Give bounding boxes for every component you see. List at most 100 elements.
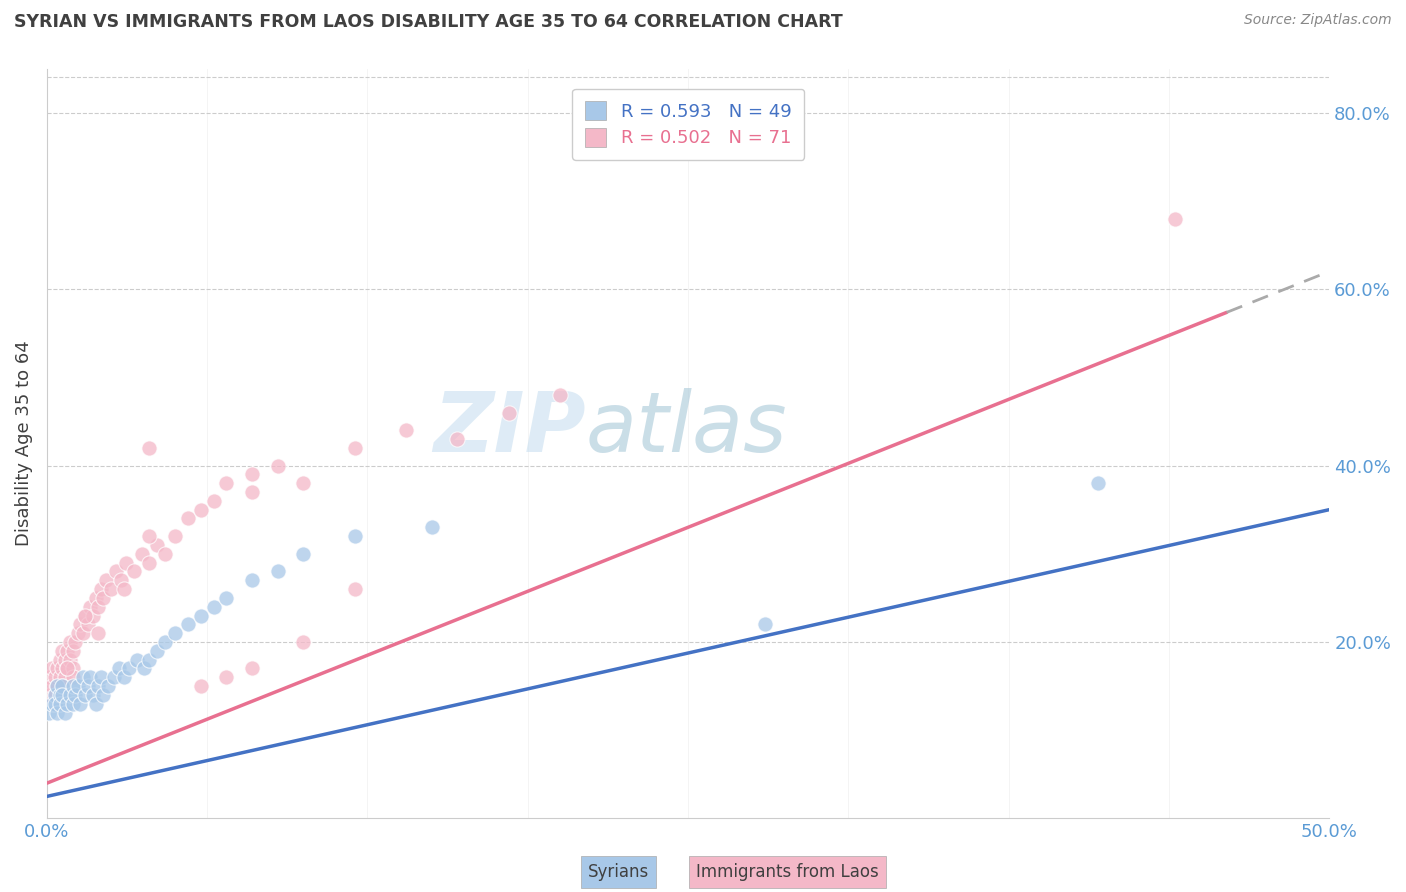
Point (146, 644, 169, 658)
Point (44, 670, 66, 684)
Point (38, 670, 60, 684)
Point (138, 529, 160, 543)
Point (548, 388, 571, 402)
Point (48, 670, 70, 684)
Point (69, 697, 91, 711)
Point (75, 608, 97, 623)
Point (165, 626, 187, 640)
Point (153, 547, 176, 561)
Point (90, 582, 112, 596)
Point (51, 679, 73, 693)
Point (46, 661, 69, 675)
Point (84, 697, 107, 711)
Point (146, 538, 169, 552)
Point (62, 670, 84, 684)
Point (240, 661, 263, 675)
Point (103, 670, 125, 684)
Point (177, 617, 200, 632)
Text: Syrians: Syrians (588, 863, 650, 881)
Point (51, 661, 73, 675)
Point (51, 688, 73, 702)
Point (51, 679, 73, 693)
Point (56, 661, 79, 675)
Point (41, 697, 63, 711)
Point (190, 502, 212, 516)
Text: ZIP: ZIP (433, 388, 585, 469)
Point (53, 653, 76, 667)
Point (46, 706, 69, 720)
Point (56, 661, 79, 675)
Point (87, 599, 110, 614)
Point (56, 697, 79, 711)
Point (110, 573, 132, 587)
Point (343, 441, 366, 455)
Point (48, 697, 70, 711)
Point (343, 529, 366, 543)
Point (138, 441, 160, 455)
Point (46, 679, 69, 693)
Point (202, 599, 225, 614)
Point (59, 688, 82, 702)
Point (48, 653, 70, 667)
Point (138, 653, 160, 667)
Text: SYRIAN VS IMMIGRANTS FROM LAOS DISABILITY AGE 35 TO 64 CORRELATION CHART: SYRIAN VS IMMIGRANTS FROM LAOS DISABILIT… (14, 13, 842, 31)
Point (79, 599, 101, 614)
Point (77, 679, 100, 693)
Legend: R = 0.593   N = 49, R = 0.502   N = 71: R = 0.593 N = 49, R = 0.502 N = 71 (572, 89, 804, 160)
Point (190, 679, 212, 693)
Point (97, 679, 120, 693)
Point (44, 688, 66, 702)
Point (82, 608, 104, 623)
Point (1087, 476, 1109, 491)
Point (69, 617, 91, 632)
Point (215, 476, 238, 491)
Text: Immigrants from Laos: Immigrants from Laos (696, 863, 879, 881)
Point (122, 565, 145, 579)
Text: atlas: atlas (585, 388, 787, 469)
Y-axis label: Disability Age 35 to 64: Disability Age 35 to 64 (15, 341, 32, 547)
Point (53, 670, 76, 684)
Point (62, 661, 84, 675)
Point (177, 511, 200, 525)
Point (105, 565, 128, 579)
Text: Source: ZipAtlas.com: Source: ZipAtlas.com (1244, 13, 1392, 28)
Point (46, 679, 69, 693)
Point (79, 670, 101, 684)
Point (267, 565, 290, 579)
Point (215, 670, 238, 684)
Point (1164, 211, 1187, 226)
Point (343, 582, 366, 596)
Point (62, 697, 84, 711)
Point (153, 635, 176, 649)
Point (41, 661, 63, 675)
Point (82, 688, 104, 702)
Point (44, 697, 66, 711)
Point (72, 626, 94, 640)
Point (59, 653, 82, 667)
Point (202, 493, 225, 508)
Point (41, 679, 63, 693)
Point (420, 520, 443, 534)
Point (48, 688, 70, 702)
Point (134, 661, 156, 675)
Point (75, 688, 97, 702)
Point (240, 467, 263, 482)
Point (107, 661, 129, 675)
Point (87, 626, 110, 640)
Point (48, 688, 70, 702)
Point (138, 556, 160, 570)
Point (754, 617, 776, 632)
Point (59, 635, 82, 649)
Point (118, 661, 141, 675)
Point (91, 591, 114, 605)
Point (112, 582, 135, 596)
Point (63, 635, 86, 649)
Point (94, 573, 117, 587)
Point (90, 670, 112, 684)
Point (77, 617, 100, 632)
Point (72, 670, 94, 684)
Point (240, 485, 263, 500)
Point (87, 679, 110, 693)
Point (125, 653, 148, 667)
Point (165, 529, 187, 543)
